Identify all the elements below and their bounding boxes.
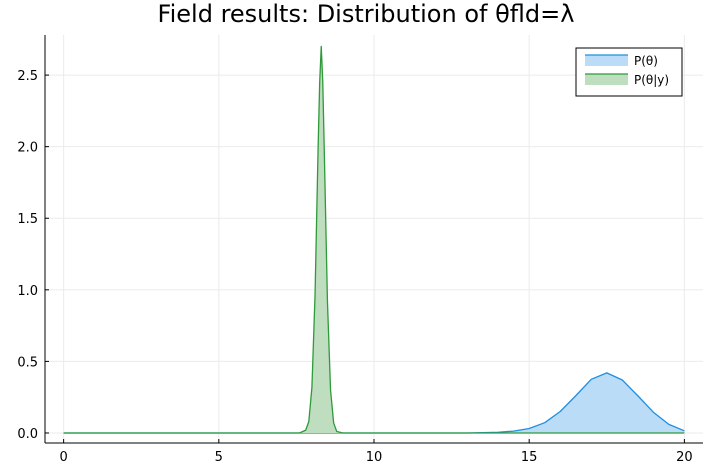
series-area-1 (63, 372, 685, 433)
series-line-1 (63, 372, 685, 434)
x-tick-label: 20 (676, 450, 693, 465)
plot-series (63, 45, 685, 434)
chart-title: Field results: Distribution of θfld=λ (158, 0, 575, 28)
axes (44, 35, 703, 444)
x-tick-label: 15 (521, 450, 538, 465)
x-tick-label: 0 (59, 450, 67, 465)
legend-label-1: P(θ) (634, 54, 658, 68)
legend: P(θ) P(θ|y) (575, 47, 683, 97)
tick-labels: 0 5 10 15 20 0.0 0.5 1.0 1.5 2.0 2.5 (17, 69, 692, 465)
x-tick-label: 10 (366, 450, 383, 465)
legend-swatch-1 (585, 55, 628, 66)
series-line-2 (63, 45, 685, 434)
y-tick-label: 2.5 (17, 69, 38, 84)
legend-label-2: P(θ|y) (634, 73, 669, 87)
legend-swatch-2 (585, 74, 628, 85)
y-tick-label: 1.0 (17, 284, 38, 299)
x-tick-label: 5 (215, 450, 223, 465)
y-tick-label: 2.0 (17, 141, 38, 156)
y-tick-label: 0.0 (17, 427, 38, 442)
y-tick-label: 0.5 (17, 355, 38, 370)
y-tick-label: 1.5 (17, 212, 38, 227)
